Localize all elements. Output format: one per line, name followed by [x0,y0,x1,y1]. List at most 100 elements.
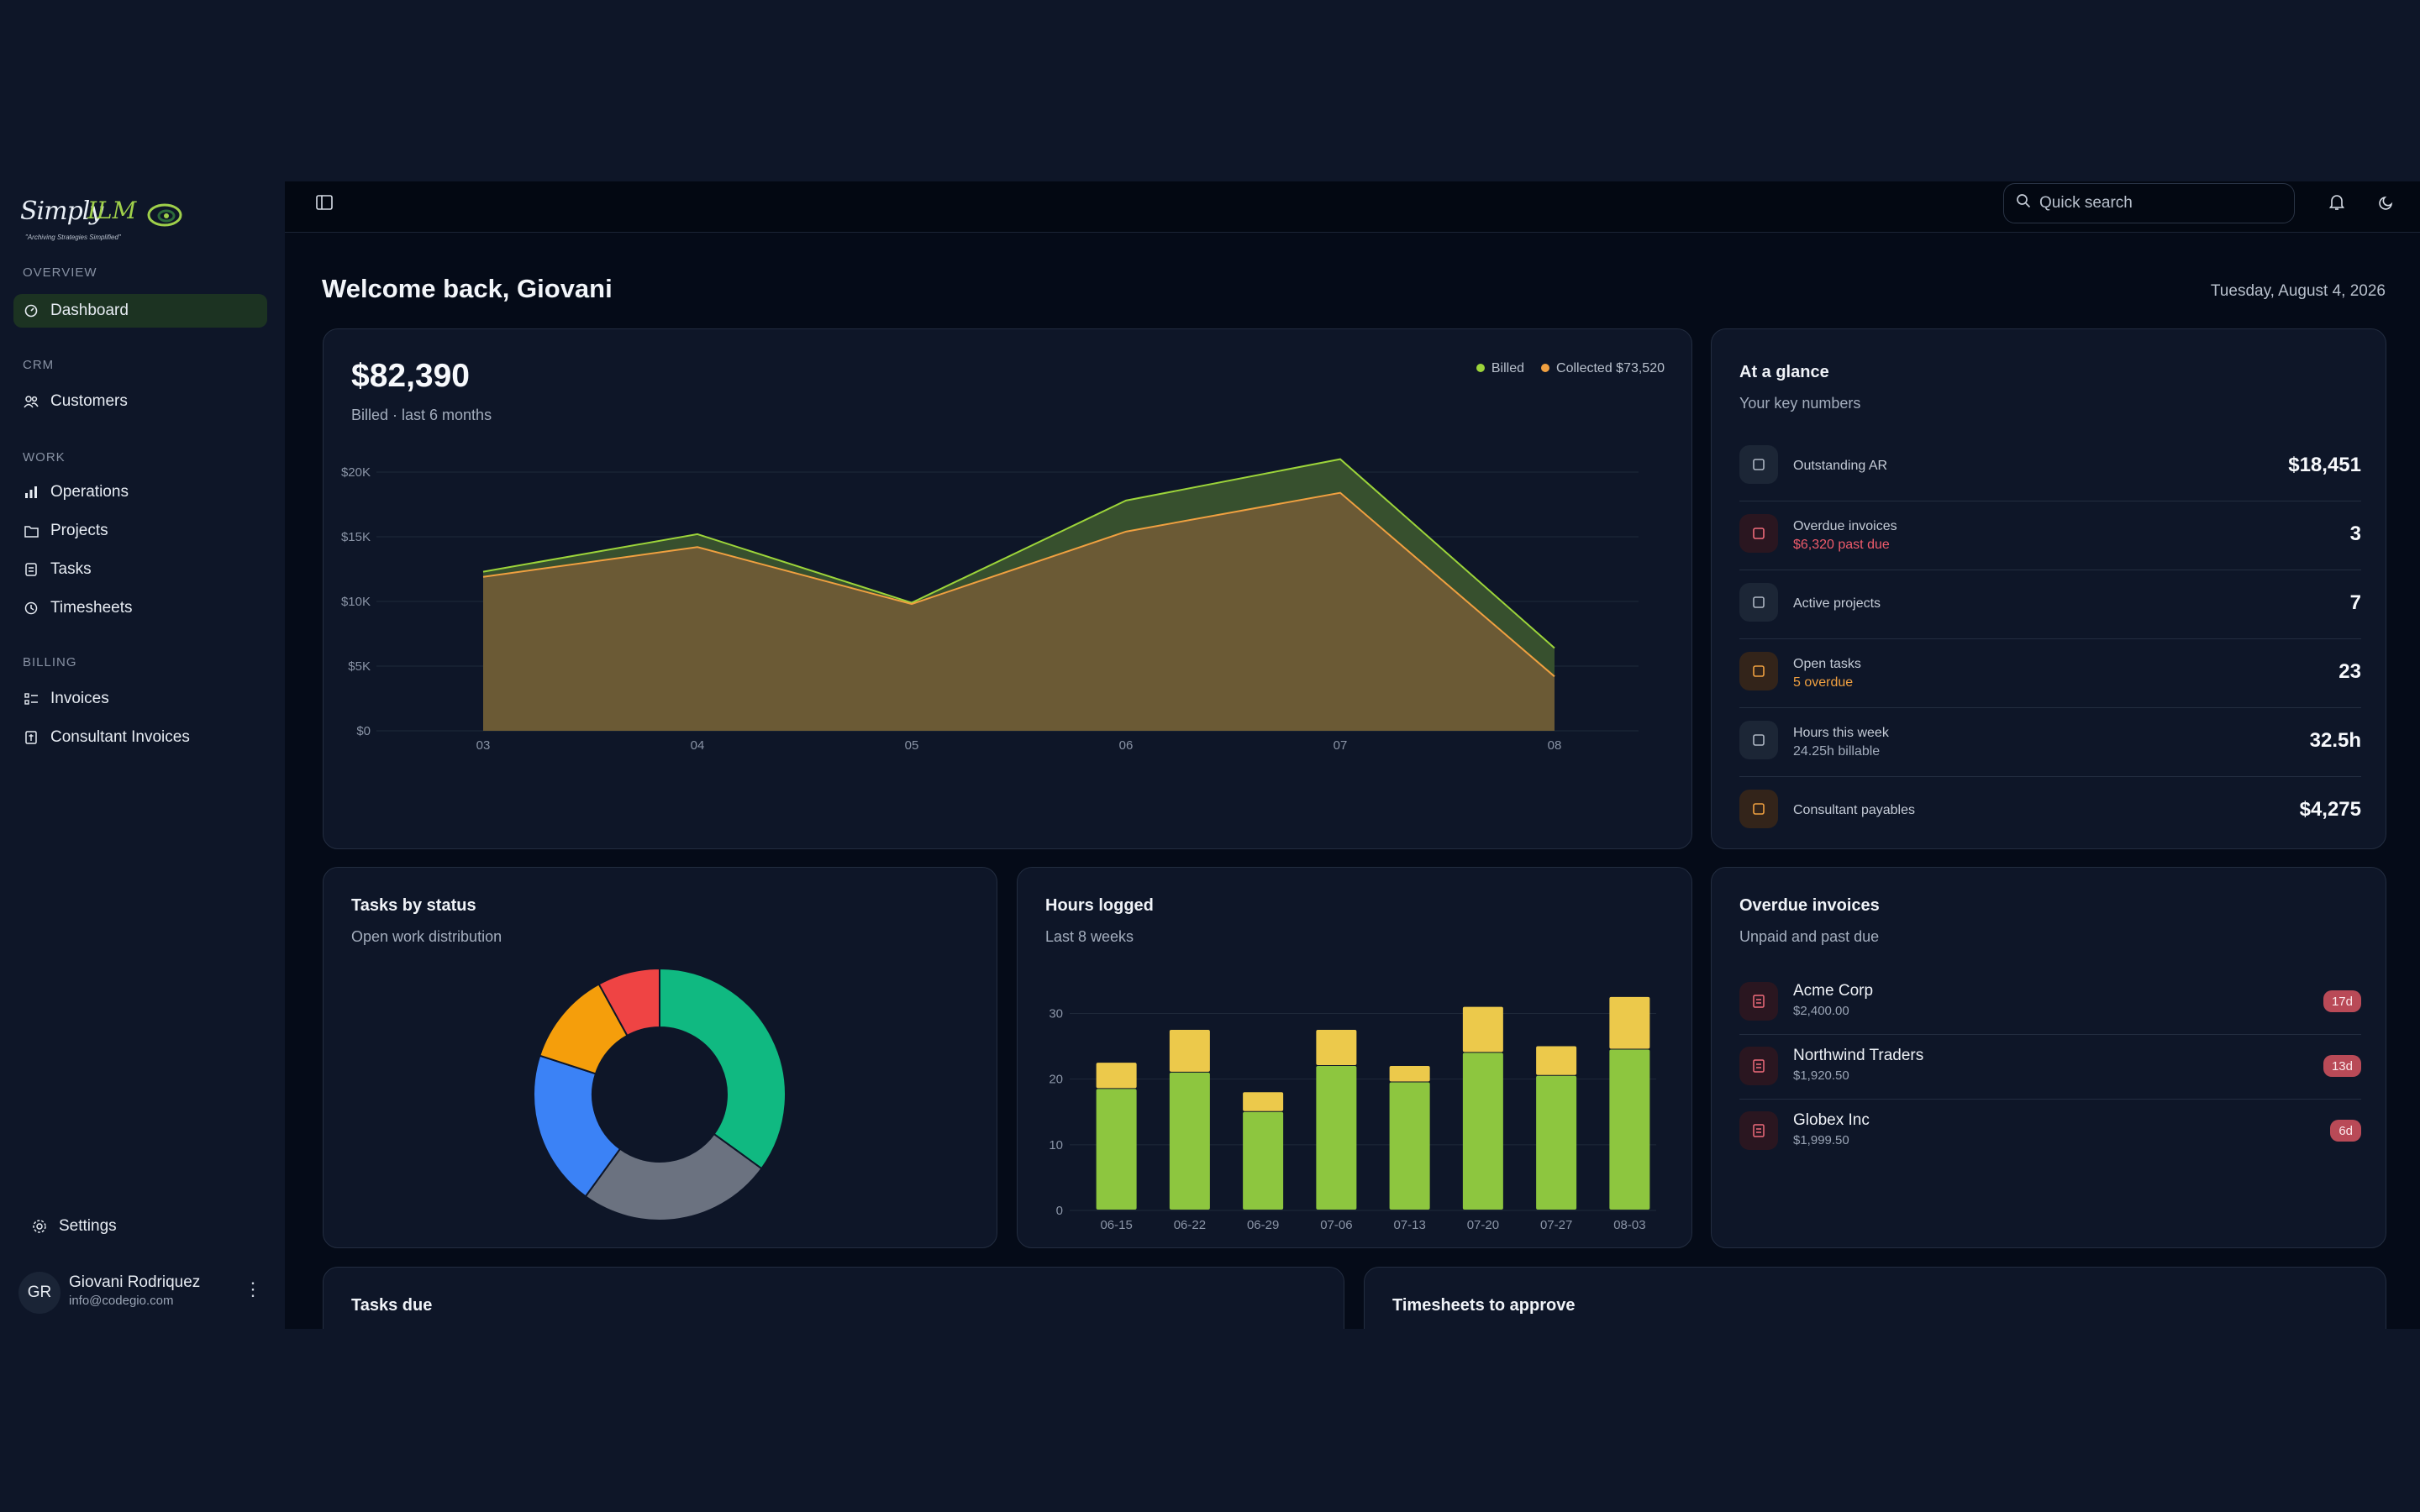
donut-slice [533,1054,622,1198]
logo-swirl-icon [147,203,182,227]
y-tick-label: $0 [356,724,371,738]
glance-row[interactable]: Hours this week 24.25h billable 32.5h [1739,707,2361,777]
glance-row[interactable]: Open tasks 5 overdue 23 [1739,638,2361,708]
glance-sub: 5 overdue [1793,675,1854,690]
receipt-icon [24,730,39,745]
search-input[interactable]: Quick search [2003,183,2295,223]
y-tick-label: $10K [341,595,371,609]
glance-row[interactable]: Overdue invoices $6,320 past due 3 [1739,501,2361,570]
glance-subtitle: Your key numbers [1739,395,1861,412]
sidebar-item-consultant-invoices[interactable]: Consultant Invoices [13,721,267,754]
clock-icon [1739,721,1778,759]
bar-billable [1316,1066,1357,1210]
x-tick-label: 04 [691,738,705,753]
bar-nonbillable [1609,996,1650,1049]
overdue-amount: $1,920.50 [1793,1068,1849,1083]
dashboard-icon [24,303,39,318]
sidebar-item-projects[interactable]: Projects [13,514,267,548]
hours-subtitle: Last 8 weeks [1045,928,1134,945]
tasks-due-card: Tasks due [323,1267,1344,1329]
donut-slice [584,1132,763,1221]
glance-sub: $6,320 past due [1793,538,1890,552]
timesheets-title: Timesheets to approve [1392,1296,1576,1315]
sidebar-item-dashboard[interactable]: Dashboard [13,294,267,328]
hours-card: Hours logged Last 8 weeks 0 10 20 30 06-15 06… [1017,867,1692,1248]
x-tick-label: 06-15 [1100,1218,1132,1232]
y-tick-label: 10 [1049,1138,1063,1152]
more-options-icon[interactable]: ⋮ [244,1278,262,1299]
days-overdue-badge: 6d [2330,1120,2361,1142]
x-tick-label: 08-03 [1613,1218,1645,1232]
sidebar-item-invoices[interactable]: Invoices [13,682,267,716]
bell-icon[interactable] [2324,190,2349,215]
overdue-customer: Acme Corp [1793,982,1874,1000]
moon-icon[interactable] [2374,190,2399,215]
user-email: info@codegio.com [69,1294,174,1308]
bar-billable [1096,1089,1137,1210]
sidebar-item-customers[interactable]: Customers [13,385,267,418]
sidebar-item-label: Invoices [50,690,109,707]
brand-logo[interactable]: Simply ILM "Archiving Strategies Simplif… [20,193,182,244]
days-overdue-badge: 13d [2323,1055,2361,1077]
page-title: Welcome back, Giovani [322,274,613,303]
tasks-donut-chart [533,967,786,1221]
glance-row[interactable]: Consultant payables $4,275 [1739,776,2361,845]
sidebar: Simply ILM "Archiving Strategies Simplif… [0,181,285,1329]
main-content: Quick search Welcome back, Giovani Tuesd… [285,181,2420,1329]
sidebar-item-tasks[interactable]: Tasks [13,553,267,586]
bar-billable [1243,1111,1284,1210]
bar-nonbillable [1096,1063,1137,1089]
invoice-icon [1739,1047,1778,1085]
overdue-customer: Globex Inc [1793,1111,1870,1129]
search-placeholder: Quick search [2039,194,2133,212]
tasks-status-subtitle: Open work distribution [351,928,502,945]
app-frame: Simply ILM "Archiving Strategies Simplif… [0,181,2420,1329]
sidebar-item-timesheets[interactable]: Timesheets [13,591,267,625]
glance-label: Open tasks [1793,657,1861,671]
tasks-status-card: Tasks by status Open work distribution [323,867,997,1248]
folder-icon [1739,583,1778,622]
glance-value: 7 [2349,591,2361,614]
chart-legend: Billed Collected $73,520 [1476,361,1665,376]
sidebar-item-label: Operations [50,483,129,501]
area-collected [483,492,1555,731]
avatar: GR [18,1272,60,1314]
bar-nonbillable [1316,1030,1357,1065]
invoice-icon [1739,1111,1778,1150]
sidebar-item-settings[interactable]: Settings [22,1210,257,1243]
glance-row[interactable]: Outstanding AR $18,451 [1739,432,2361,501]
bar-nonbillable [1536,1046,1577,1075]
bar-nonbillable [1389,1066,1430,1082]
x-tick-label: 08 [1548,738,1562,753]
nav-section-work: WORK [23,450,66,465]
list-icon [24,691,39,706]
x-tick-label: 06 [1119,738,1134,753]
sidebar-toggle-icon[interactable] [312,190,337,215]
billed-subtitle: Billed · last 6 months [351,407,492,423]
glance-value: $4,275 [2299,798,2361,821]
y-tick-label: $15K [341,530,371,544]
glance-row[interactable]: Active projects 7 [1739,570,2361,639]
overdue-invoice-row[interactable]: Globex Inc $1,999.50 6d [1739,1100,2361,1163]
user-profile[interactable]: GR Giovani Rodriquez info@codegio.com ⋮ [18,1272,262,1314]
x-tick-label: 06-22 [1174,1218,1206,1232]
wallet-icon [1739,445,1778,484]
overdue-invoice-row[interactable]: Northwind Traders $1,920.50 13d [1739,1035,2361,1100]
overdue-amount: $2,400.00 [1793,1004,1849,1018]
x-tick-label: 07 [1334,738,1348,753]
hours-bar-chart: 0 10 20 30 06-15 06-22 06-29 07-06 07-13 07-20 07-… [1049,996,1656,1232]
users-icon [24,394,39,409]
overdue-customer: Northwind Traders [1793,1047,1924,1064]
x-tick-label: 03 [476,738,491,753]
sidebar-item-label: Timesheets [50,599,133,617]
x-tick-label: 07-06 [1320,1218,1352,1232]
tasks-status-title: Tasks by status [351,896,476,915]
sidebar-item-label: Projects [50,522,108,539]
sidebar-item-operations[interactable]: Operations [13,475,267,509]
glance-label: Outstanding AR [1793,459,1888,473]
legend-collected: Collected $73,520 [1541,361,1665,376]
topbar: Quick search [285,181,2420,233]
logo-word-simply: Simply [20,197,103,226]
bar-nonbillable [1462,1006,1503,1053]
overdue-invoice-row[interactable]: Acme Corp $2,400.00 17d [1739,970,2361,1035]
